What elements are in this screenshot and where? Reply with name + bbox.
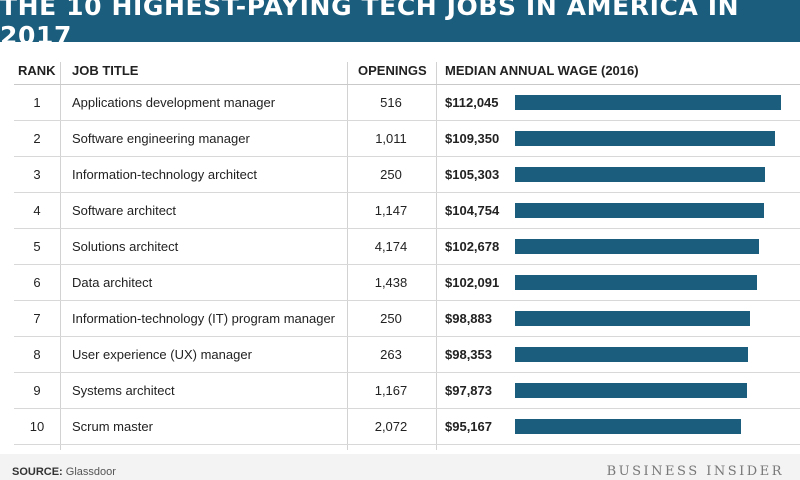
- wage-bar: [515, 311, 750, 326]
- rank-cell: 6: [33, 275, 41, 290]
- job-title-cell: Software engineering manager: [72, 131, 250, 146]
- source-note: SOURCE: Glassdoor: [12, 466, 116, 478]
- wage-cell: $105,303: [445, 167, 500, 182]
- title-banner: THE 10 HIGHEST-PAYING TECH JOBS IN AMERI…: [0, 0, 800, 50]
- source-value: Glassdoor: [65, 466, 116, 478]
- wage-bar: [515, 383, 747, 398]
- table-row: 2 Software engineering manager 1,011 $109,3…: [14, 121, 800, 157]
- wage-cell: $104,754: [445, 203, 500, 218]
- table-row: 10 Scrum master 2,072 $95,167: [14, 409, 800, 445]
- header-divider: [14, 84, 800, 85]
- header-openings: OPENINGS: [358, 63, 427, 78]
- wage-cell: $98,353: [445, 347, 492, 362]
- rank-cell: 3: [33, 167, 41, 182]
- rank-cell: 9: [33, 383, 41, 398]
- wage-cell: $102,091: [445, 275, 500, 290]
- rank-cell: 2: [33, 131, 41, 146]
- table-row: 7 Information-technology (IT) program man…: [14, 301, 800, 337]
- brand-logo: BUSINESS INSIDER: [606, 464, 784, 479]
- rank-cell: 4: [33, 203, 41, 218]
- openings-cell: 516: [380, 95, 402, 110]
- openings-cell: 1,011: [375, 131, 407, 146]
- table-row: 8 User experience (UX) manager 263 $98,353: [14, 337, 800, 373]
- wage-cell: $109,350: [445, 131, 500, 146]
- header-rank: RANK: [18, 63, 56, 78]
- table-row: 5 Solutions architect 4,174 $102,678: [14, 229, 800, 265]
- job-title-cell: Applications development manager: [72, 95, 276, 110]
- wage-cell: $95,167: [445, 419, 492, 434]
- openings-cell: 1,167: [374, 383, 408, 398]
- rank-cell: 8: [33, 347, 41, 362]
- openings-cell: 1,147: [374, 203, 408, 218]
- column-divider: [436, 62, 437, 450]
- table-row: 3 Information-technology architect 250 $105…: [14, 157, 800, 193]
- job-title-cell: Systems architect: [72, 383, 175, 398]
- job-title-cell: Information-technology (IT) program mana…: [72, 311, 336, 326]
- table-row: 9 Systems architect 1,167 $97,873: [14, 373, 800, 409]
- wage-cell: $97,873: [445, 383, 492, 398]
- openings-cell: 250: [380, 167, 402, 182]
- openings-cell: 1,438: [374, 275, 408, 290]
- job-title-cell: Solutions architect: [72, 239, 179, 254]
- rank-cell: 7: [33, 311, 41, 326]
- openings-cell: 250: [380, 311, 402, 326]
- job-title-cell: Information-technology architect: [72, 167, 257, 182]
- wage-bar: [515, 131, 775, 146]
- wage-bar: [515, 275, 757, 290]
- wage-cell: $98,883: [445, 311, 492, 326]
- source-label: SOURCE:: [12, 466, 63, 478]
- wage-bar: [515, 347, 748, 362]
- wage-cell: $112,045: [445, 95, 499, 110]
- wage-bar: [515, 167, 765, 182]
- table-row: 1 Applications development manager 516 $112…: [14, 85, 800, 121]
- job-title-cell: User experience (UX) manager: [72, 347, 252, 362]
- wage-cell: $102,678: [445, 239, 500, 254]
- wage-bar: [515, 95, 781, 110]
- rank-cell: 5: [33, 239, 41, 254]
- openings-cell: 2,072: [374, 419, 408, 434]
- openings-cell: 4,174: [374, 239, 408, 254]
- column-divider: [347, 62, 348, 450]
- job-title-cell: Scrum master: [72, 419, 153, 434]
- openings-cell: 263: [380, 347, 402, 362]
- header-wage: MEDIAN ANNUAL WAGE (2016): [445, 63, 639, 78]
- table-row: 6 Data architect 1,438 $102,091: [14, 265, 800, 301]
- wage-bar: [515, 203, 764, 218]
- wage-bar: [515, 239, 759, 254]
- wage-bar: [515, 419, 741, 434]
- rank-cell: 1: [33, 95, 41, 110]
- job-title-cell: Software architect: [72, 203, 177, 218]
- table-row: 4 Software architect 1,147 $104,754: [14, 193, 800, 229]
- column-divider: [60, 62, 61, 450]
- rank-cell: 10: [29, 419, 45, 434]
- job-title-cell: Data architect: [72, 275, 153, 290]
- header-job-title: JOB TITLE: [72, 63, 139, 78]
